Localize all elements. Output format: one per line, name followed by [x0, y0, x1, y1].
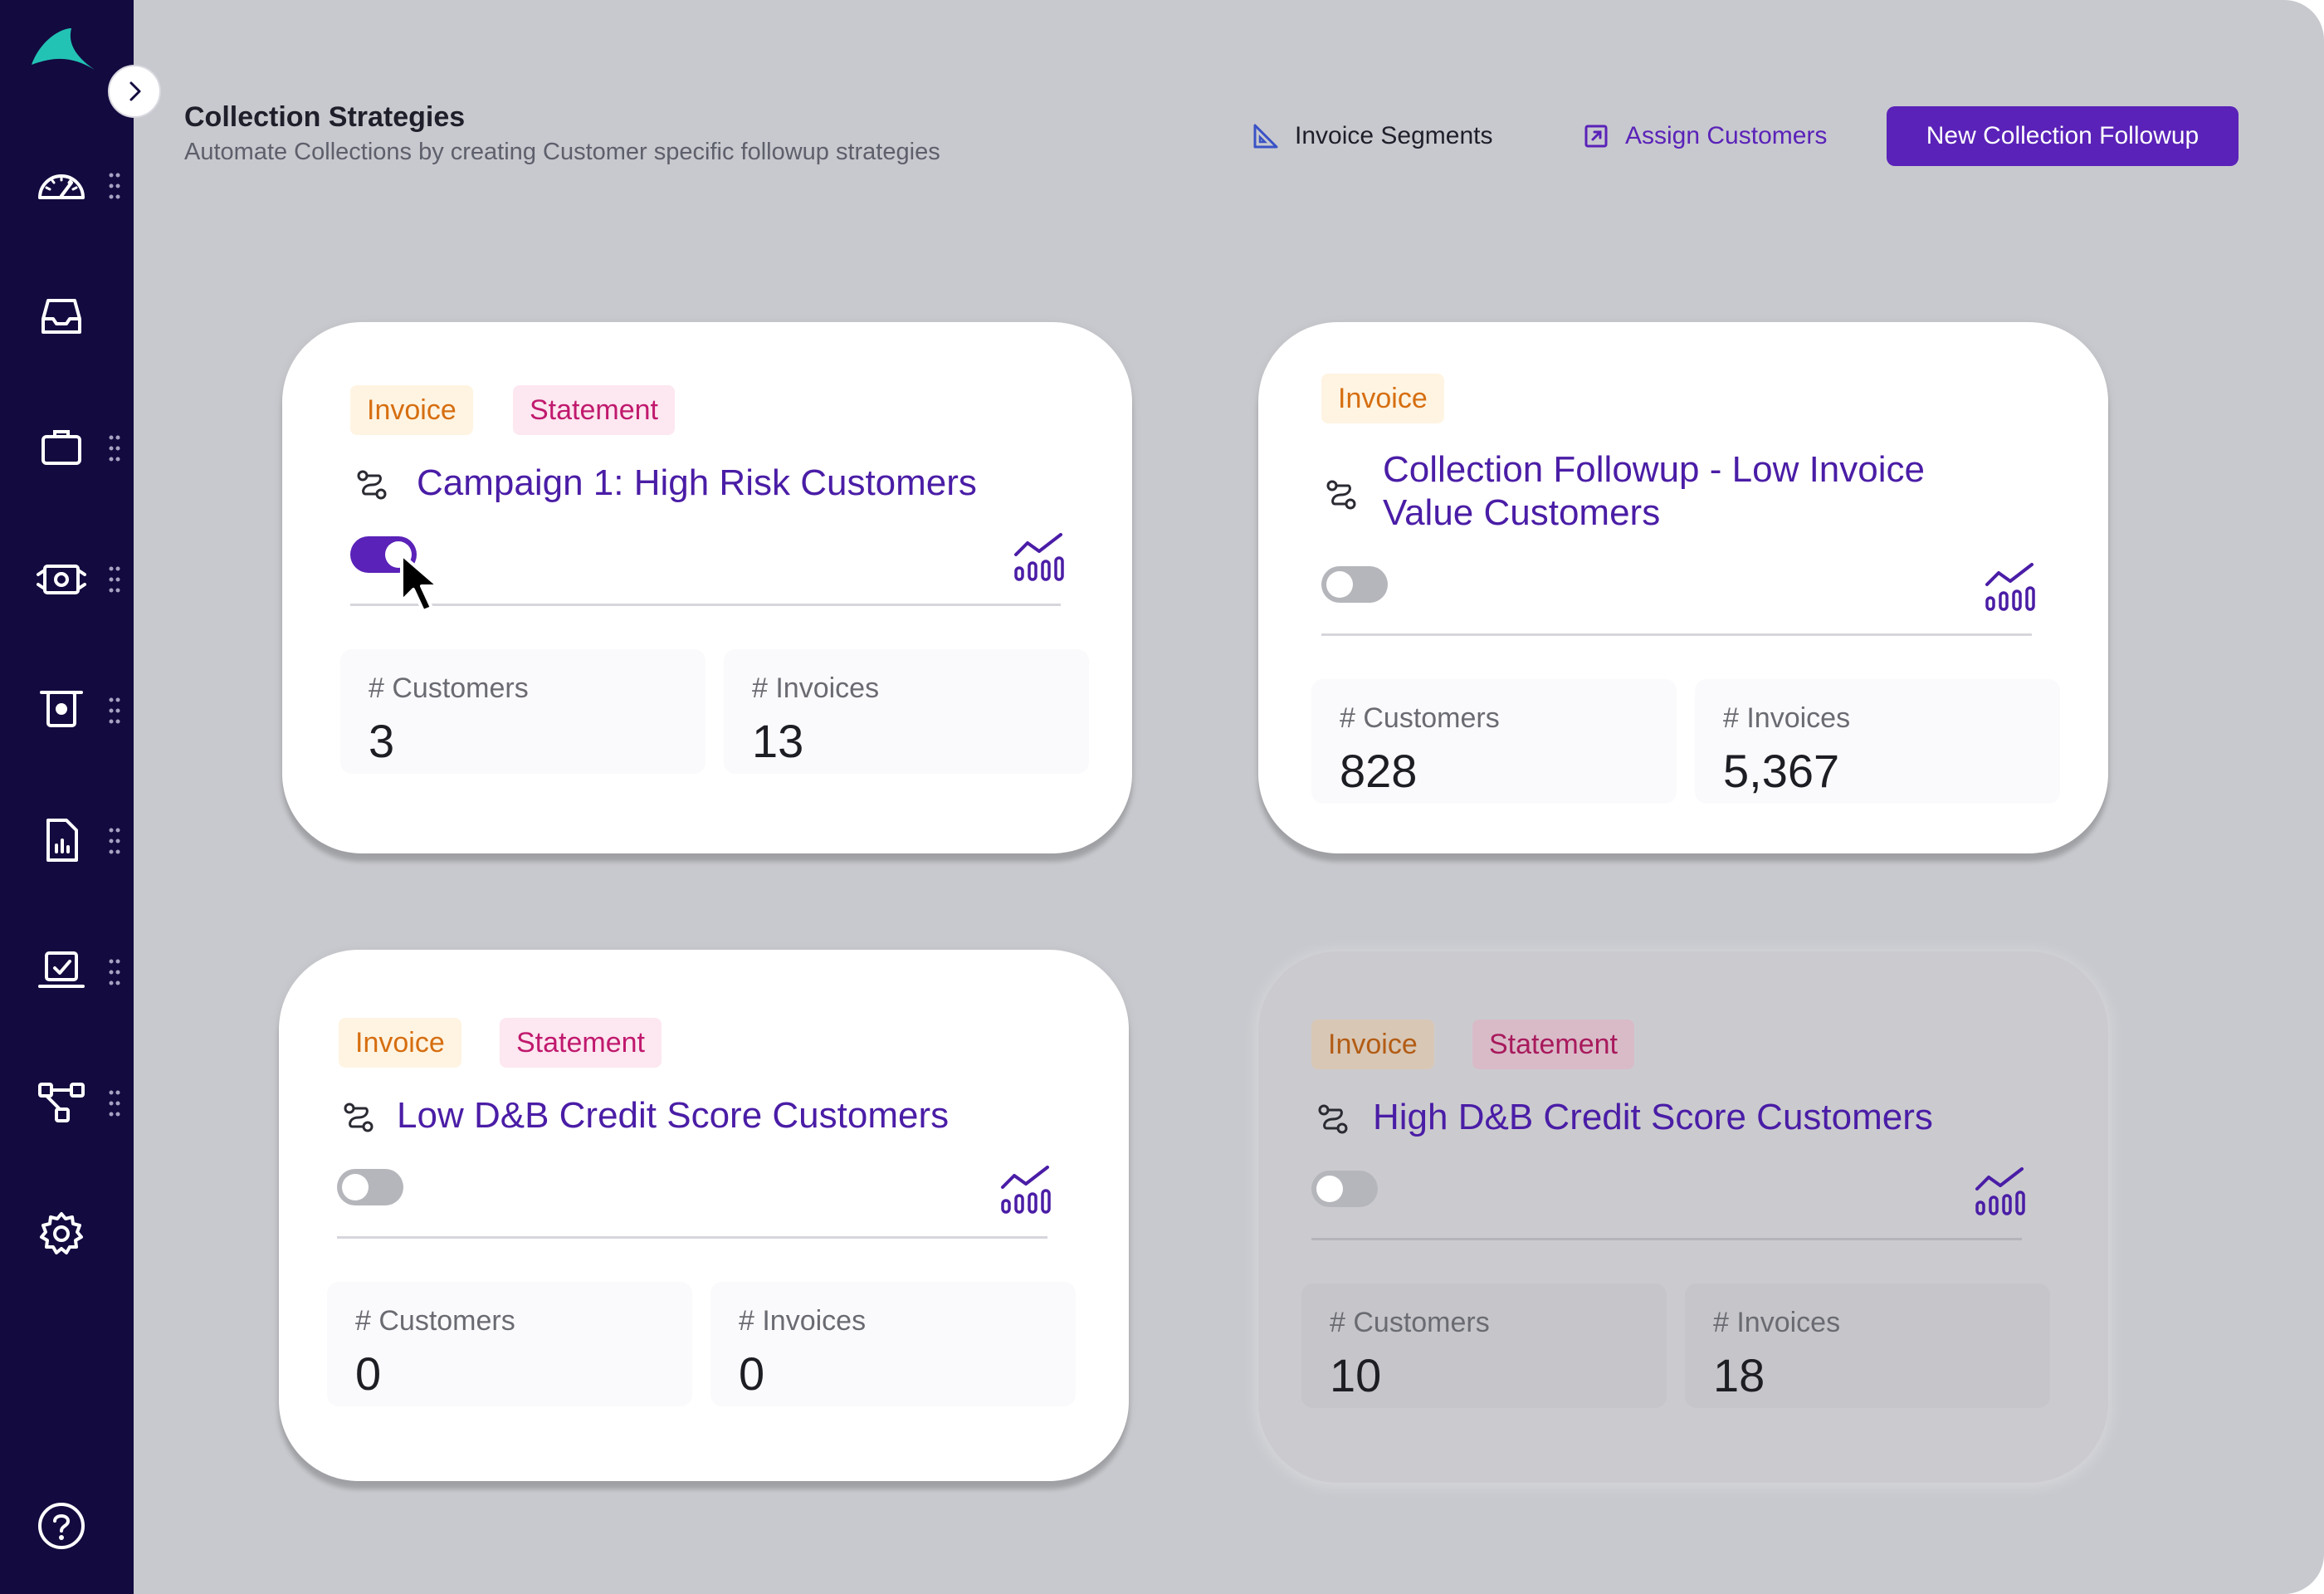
customers-label: # Customers — [1330, 1307, 1490, 1338]
customers-stat: # Customers 3 — [340, 649, 706, 774]
analytics-chart-icon[interactable] — [1984, 561, 2037, 611]
sidebar-item-payments[interactable] — [32, 550, 91, 609]
strategy-enable-toggle[interactable] — [1321, 566, 1388, 603]
drag-handle-icon[interactable] — [108, 827, 121, 855]
analytics-chart-icon[interactable] — [999, 1164, 1052, 1214]
strategy-title[interactable]: Collection Followup - Low Invoice Value … — [1383, 448, 1925, 535]
sidebar-item-briefcase[interactable] — [32, 417, 91, 477]
tag-invoice: Invoice — [1321, 374, 1444, 423]
strategy-route-icon — [1326, 480, 1356, 510]
external-link-icon — [1584, 125, 1608, 148]
invoice-segments-label: Invoice Segments — [1295, 122, 1493, 149]
strategy-route-icon — [344, 1103, 374, 1132]
payments-icon — [37, 565, 86, 594]
drag-handle-icon[interactable] — [108, 565, 121, 594]
sidebar-item-settings[interactable] — [32, 1204, 91, 1264]
customers-count: 3 — [369, 715, 395, 767]
tag-invoice: Invoice — [350, 385, 473, 435]
new-collection-followup-button[interactable]: New Collection Followup — [1887, 106, 2239, 166]
invoices-label: # Invoices — [1723, 702, 1851, 734]
help-button[interactable] — [32, 1496, 91, 1556]
customers-stat: # Customers 0 — [327, 1282, 692, 1406]
strategy-enable-toggle[interactable] — [337, 1169, 403, 1205]
analytics-chart-icon[interactable] — [1013, 531, 1066, 581]
invoices-count: 5,367 — [1723, 745, 1840, 797]
strategy-title[interactable]: High D&B Credit Score Customers — [1373, 1097, 1933, 1137]
invoices-stat: # Invoices 5,367 — [1695, 679, 2060, 804]
drag-handle-icon[interactable] — [108, 958, 121, 986]
invoices-label: # Invoices — [1713, 1307, 1841, 1338]
strategy-title[interactable]: Low D&B Credit Score Customers — [397, 1095, 950, 1136]
strategy-route-icon — [1318, 1104, 1348, 1134]
page-subtitle: Automate Collections by creating Custome… — [184, 139, 940, 165]
invoices-count: 13 — [752, 715, 804, 767]
workflow-icon — [38, 1083, 85, 1122]
mouse-cursor-icon — [400, 553, 440, 613]
strategy-title-line: Value Customers — [1383, 492, 1661, 533]
invoices-stat: # Invoices 0 — [710, 1282, 1076, 1406]
ruler-triangle-icon — [1253, 124, 1278, 149]
strategy-route-icon — [357, 470, 387, 500]
customers-stat: # Customers 10 — [1301, 1284, 1667, 1408]
dashboard-gauge-icon — [38, 174, 85, 199]
invoice-segments-link[interactable]: Invoice Segments — [1252, 118, 1492, 154]
strategy-card[interactable]: Invoice Statement Low D&B Credit Score C… — [279, 950, 1129, 1481]
help-icon — [38, 1503, 85, 1549]
sidebar-item-collections[interactable] — [32, 679, 91, 739]
card-divider — [337, 1236, 1047, 1239]
sidebar-item-tasks[interactable] — [32, 941, 91, 1001]
invoices-count: 18 — [1713, 1349, 1765, 1401]
invoices-label: # Invoices — [739, 1305, 867, 1337]
drag-handle-icon[interactable] — [108, 1089, 121, 1117]
analytics-chart-icon[interactable] — [1974, 1166, 2027, 1215]
assign-customers-label: Assign Customers — [1625, 122, 1828, 149]
customers-count: 828 — [1340, 745, 1418, 797]
strategy-title[interactable]: Campaign 1: High Risk Customers — [417, 462, 977, 503]
drag-handle-icon[interactable] — [108, 697, 121, 725]
inbox-icon — [42, 299, 81, 334]
tag-statement: Statement — [513, 385, 675, 435]
strategy-card[interactable]: Invoice Collection Followup - Low Invoic… — [1258, 322, 2108, 853]
card-divider — [1321, 633, 2032, 636]
assign-customers-link[interactable]: Assign Customers — [1582, 118, 1827, 154]
customers-label: # Customers — [355, 1305, 515, 1337]
tag-statement: Statement — [500, 1018, 662, 1068]
page-title: Collection Strategies — [184, 101, 466, 133]
card-divider — [1311, 1238, 2022, 1240]
tag-statement: Statement — [1472, 1019, 1634, 1069]
reports-icon — [46, 819, 78, 862]
customers-count: 0 — [355, 1347, 382, 1400]
chevron-right-icon — [129, 81, 141, 101]
sidebar-item-inbox[interactable] — [32, 287, 91, 347]
customers-count: 10 — [1330, 1349, 1382, 1401]
strategy-enable-toggle[interactable] — [1311, 1171, 1378, 1207]
sidebar-item-workflow[interactable] — [32, 1073, 91, 1132]
sidebar-item-reports[interactable] — [32, 810, 91, 870]
sidebar-collapse-button[interactable] — [108, 65, 161, 118]
invoices-stat: # Invoices 13 — [724, 649, 1089, 774]
tasks-icon — [38, 951, 85, 988]
collections-icon — [40, 691, 83, 727]
customers-stat: # Customers 828 — [1311, 679, 1677, 804]
sidebar — [0, 0, 161, 1594]
sidebar-item-dashboard[interactable] — [32, 156, 91, 216]
tag-invoice: Invoice — [339, 1018, 461, 1068]
strategy-card[interactable]: Invoice Statement High D&B Credit Score … — [1258, 951, 2108, 1483]
drag-handle-icon[interactable] — [108, 434, 121, 462]
brand-logo[interactable] — [25, 22, 100, 80]
invoices-stat: # Invoices 18 — [1685, 1284, 2050, 1408]
card-divider — [350, 604, 1061, 606]
drag-handle-icon[interactable] — [108, 172, 121, 200]
invoices-label: # Invoices — [752, 672, 880, 704]
tag-invoice: Invoice — [1311, 1019, 1434, 1069]
customers-label: # Customers — [369, 672, 529, 704]
briefcase-icon — [42, 430, 81, 465]
settings-icon — [40, 1212, 83, 1254]
invoices-count: 0 — [739, 1347, 765, 1400]
customers-label: # Customers — [1340, 702, 1500, 734]
strategy-title-line: Collection Followup - Low Invoice — [1383, 449, 1925, 490]
